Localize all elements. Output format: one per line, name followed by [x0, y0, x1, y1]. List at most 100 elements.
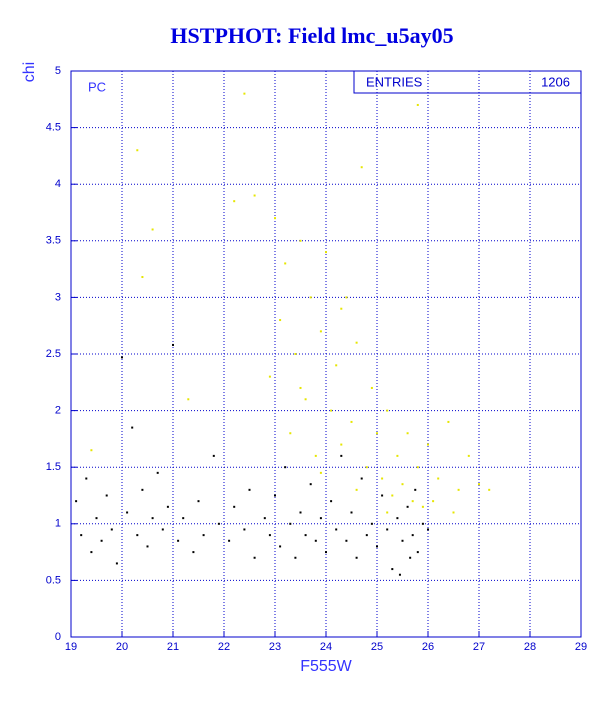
- y-tick-label: 3: [55, 291, 61, 303]
- point: [416, 466, 419, 469]
- point: [411, 500, 414, 503]
- x-tick-label: 29: [575, 641, 587, 653]
- point: [355, 556, 358, 559]
- y-tick-label: 5: [55, 65, 61, 77]
- point: [360, 477, 363, 480]
- point: [350, 511, 353, 514]
- point: [212, 454, 215, 457]
- point: [274, 494, 276, 497]
- point: [279, 319, 282, 322]
- point: [115, 562, 118, 565]
- point: [197, 500, 200, 503]
- point: [319, 517, 322, 520]
- point: [355, 488, 358, 491]
- point: [401, 483, 404, 486]
- point: [80, 534, 83, 537]
- point: [350, 420, 353, 423]
- point: [330, 409, 333, 412]
- point: [284, 466, 287, 469]
- point: [340, 307, 343, 310]
- point: [284, 262, 287, 265]
- point: [248, 488, 251, 491]
- point: [330, 500, 333, 503]
- point: [268, 534, 271, 537]
- point: [381, 477, 384, 480]
- point: [391, 568, 394, 571]
- point: [141, 276, 144, 279]
- point: [365, 534, 368, 537]
- point: [421, 522, 424, 525]
- point: [427, 443, 429, 446]
- y-axis-label: chi: [21, 62, 38, 82]
- point: [253, 556, 256, 559]
- y-tick-label: 2: [55, 405, 61, 417]
- point: [233, 505, 236, 508]
- point: [110, 528, 113, 531]
- point: [309, 483, 312, 486]
- point: [151, 228, 154, 231]
- point: [401, 539, 404, 542]
- point: [294, 556, 297, 559]
- point: [100, 539, 103, 542]
- x-tick-label: 21: [167, 641, 179, 653]
- y-tick-label: 4: [55, 178, 61, 190]
- point: [345, 296, 348, 299]
- point: [488, 488, 491, 491]
- point: [121, 356, 123, 359]
- point: [345, 539, 348, 542]
- point: [166, 505, 169, 508]
- point: [370, 522, 373, 525]
- point: [421, 505, 424, 508]
- point: [381, 494, 384, 497]
- x-tick-label: 26: [422, 641, 434, 653]
- y-tick-label: 1.5: [46, 461, 61, 473]
- point: [253, 194, 256, 197]
- point: [294, 353, 297, 355]
- x-tick-label: 23: [269, 641, 281, 653]
- point: [396, 517, 399, 520]
- point: [416, 551, 419, 554]
- point: [243, 528, 246, 531]
- point: [177, 539, 180, 542]
- point: [396, 454, 399, 457]
- point: [156, 471, 159, 474]
- point: [340, 454, 343, 457]
- point: [319, 471, 322, 474]
- y-tick-label: 0: [55, 631, 61, 643]
- point: [136, 149, 139, 152]
- point: [360, 166, 363, 169]
- point: [217, 522, 220, 525]
- point: [406, 432, 409, 435]
- point: [406, 505, 409, 508]
- point: [437, 477, 440, 480]
- x-tick-label: 27: [473, 641, 485, 653]
- point: [151, 517, 154, 520]
- point: [391, 494, 394, 497]
- point: [146, 545, 149, 548]
- point: [268, 375, 271, 378]
- x-tick-label: 20: [116, 641, 128, 653]
- point: [299, 239, 302, 242]
- plot-frame: [70, 70, 582, 638]
- point: [136, 534, 139, 537]
- point: [85, 477, 88, 480]
- point: [299, 511, 302, 514]
- point: [398, 573, 401, 576]
- x-tick-label: 19: [65, 641, 77, 653]
- point: [105, 494, 108, 497]
- point: [365, 466, 368, 469]
- point: [467, 454, 470, 457]
- point: [274, 217, 276, 220]
- point: [192, 551, 195, 554]
- stats-value: 1206: [541, 74, 570, 89]
- point: [325, 251, 327, 254]
- y-tick-label: 1: [55, 518, 61, 530]
- point: [202, 534, 205, 537]
- x-tick-label: 22: [218, 641, 230, 653]
- point: [319, 330, 322, 333]
- point: [414, 488, 417, 491]
- point: [340, 443, 343, 446]
- annotation: PC: [88, 79, 106, 94]
- point: [376, 545, 378, 548]
